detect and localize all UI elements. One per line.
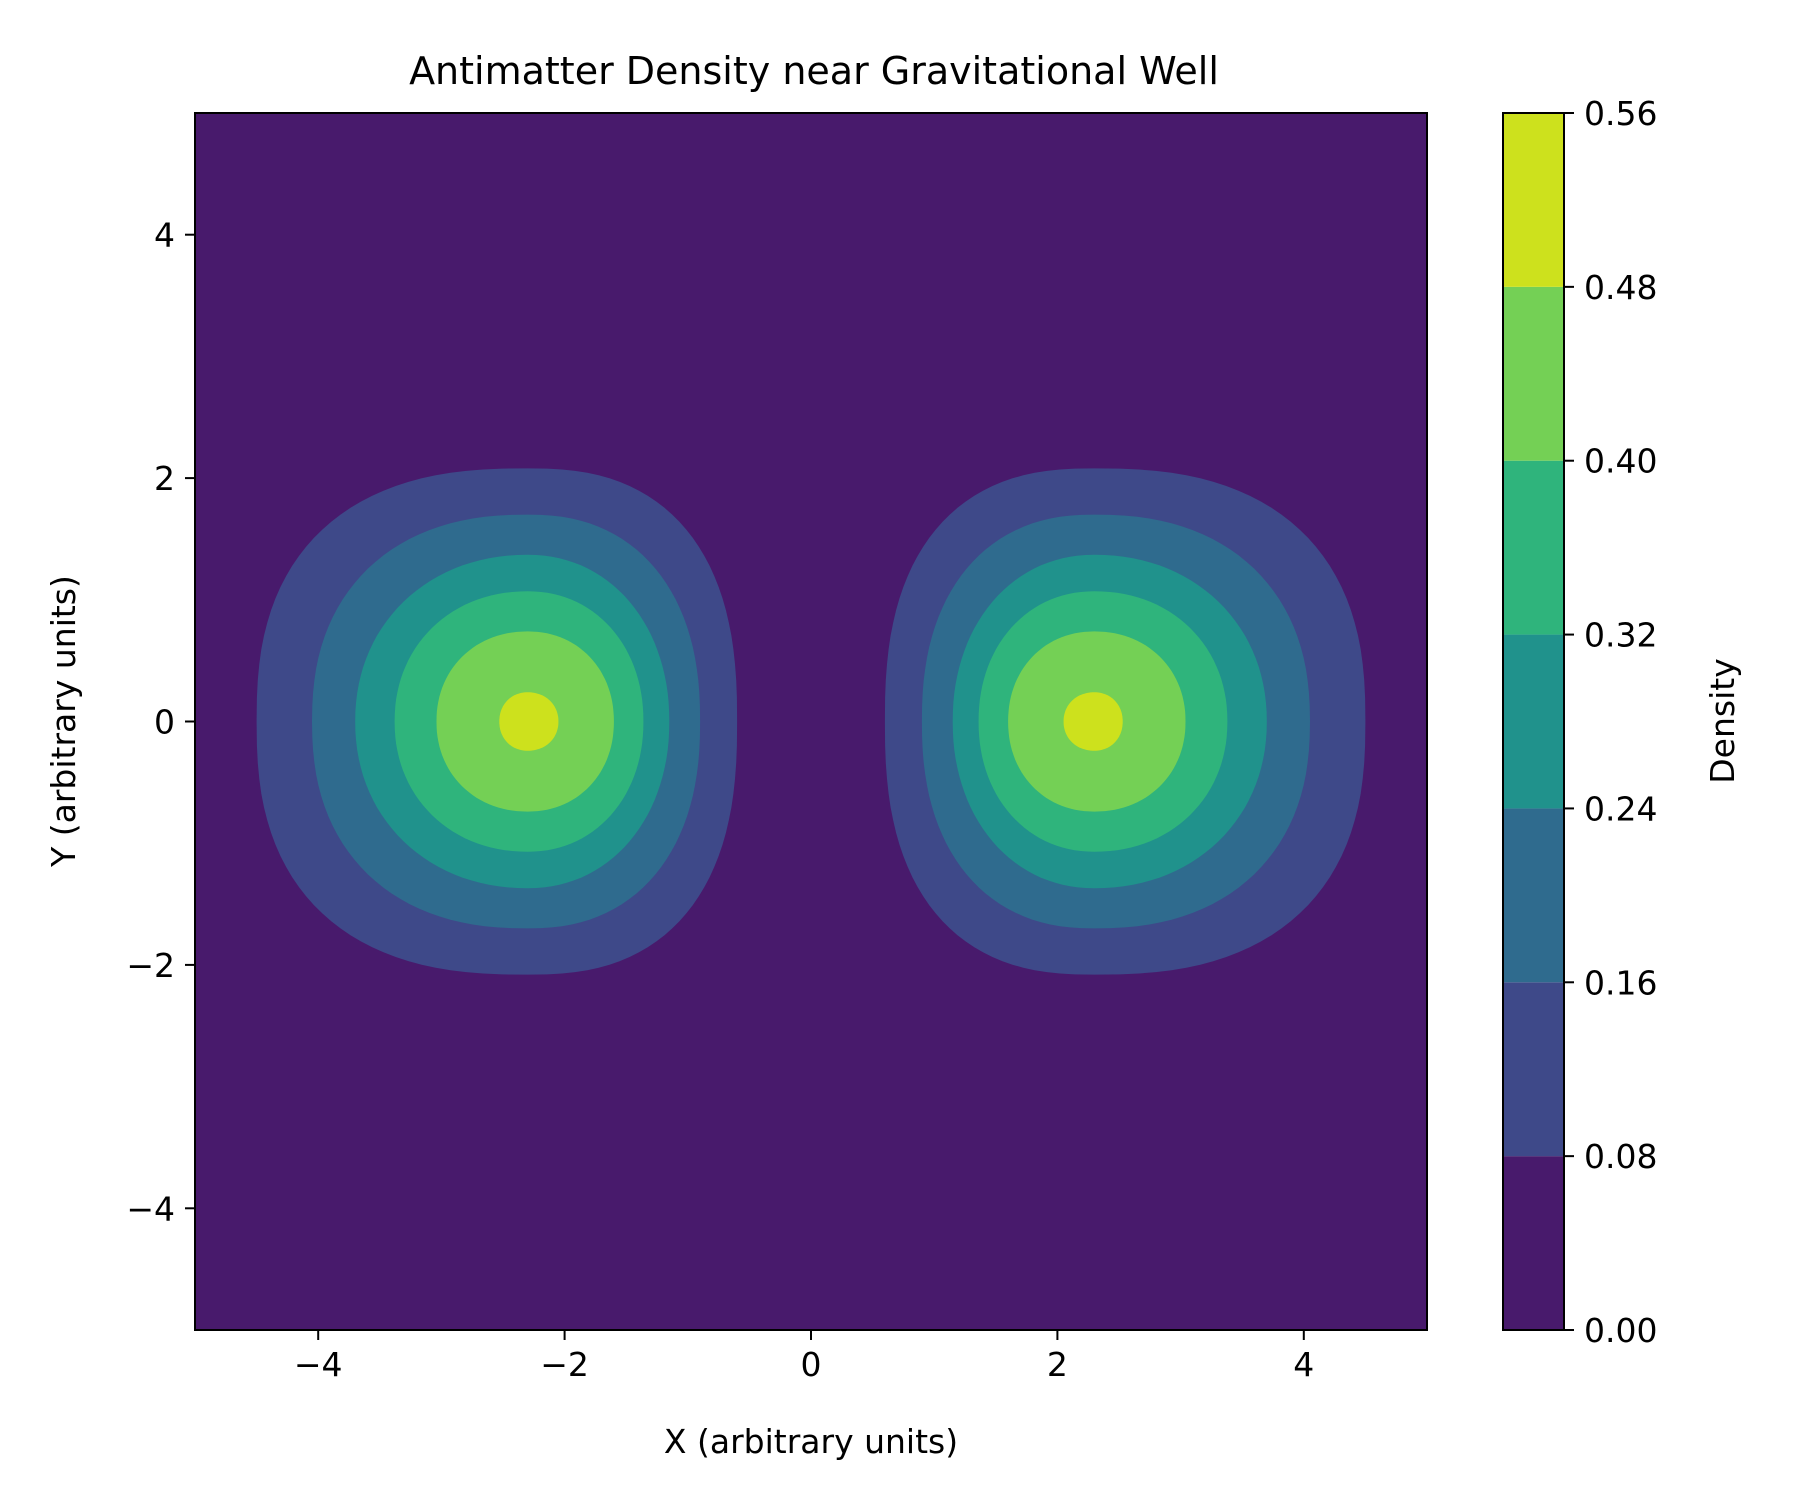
- colorbar-tick-label: 0.48: [1584, 268, 1657, 307]
- contour-band-0.48-right: [1063, 692, 1123, 751]
- colorbar: 0.00 0.08 0.16 0.24 0.32 0.40 0.48 0.56 Density: [1502, 94, 1742, 1350]
- x-tick-label: −2: [540, 1345, 589, 1384]
- y-tick-label: 2: [154, 459, 175, 498]
- y-tick-label: 4: [154, 216, 175, 255]
- colorbar-tick-label: 0.56: [1584, 94, 1657, 133]
- chart-title: Antimatter Density near Gravitational We…: [409, 49, 1219, 93]
- x-tick-label: 0: [801, 1345, 822, 1384]
- colorbar-band: [1503, 982, 1564, 1157]
- colorbar-tick-label: 0.08: [1584, 1137, 1657, 1176]
- colorbar-tick-label: 0.16: [1584, 963, 1657, 1002]
- x-tick-label: 4: [1293, 1345, 1314, 1384]
- x-tick-label: −4: [294, 1345, 343, 1384]
- contour-layer: [256, 468, 1366, 975]
- colorbar-band: [1503, 286, 1564, 461]
- colorbar-bands: [1503, 113, 1564, 1330]
- x-axis: −4 −2 0 2 4: [294, 1330, 1314, 1384]
- y-tick-label: −4: [126, 1189, 175, 1228]
- colorbar-band: [1503, 808, 1564, 983]
- colorbar-label: Density: [1703, 658, 1742, 783]
- colorbar-frame: [1502, 112, 1565, 1331]
- colorbar-tick-label: 0.32: [1584, 616, 1657, 655]
- colorbar-tick-label: 0.40: [1584, 442, 1657, 481]
- x-tick-label: 2: [1047, 1345, 1068, 1384]
- y-axis: −4 −2 0 2 4: [126, 216, 195, 1228]
- plot-area: [194, 112, 1428, 1331]
- x-axis-label: X (arbitrary units): [664, 1422, 958, 1461]
- colorbar-band: [1503, 1156, 1564, 1330]
- colorbar-band: [1503, 113, 1564, 287]
- colorbar-band: [1503, 634, 1564, 809]
- contour-band-0.48-left: [499, 692, 559, 751]
- y-axis-label: Y (arbitrary units): [44, 575, 83, 868]
- colorbar-tick-label: 0.24: [1584, 789, 1657, 828]
- y-tick-label: 0: [154, 703, 175, 742]
- colorbar-tick-label: 0.00: [1584, 1311, 1657, 1350]
- y-tick-label: −2: [126, 946, 175, 985]
- colorbar-band: [1503, 460, 1564, 635]
- colorbar-ticks: 0.00 0.08 0.16 0.24 0.32 0.40 0.48 0.56: [1564, 94, 1657, 1350]
